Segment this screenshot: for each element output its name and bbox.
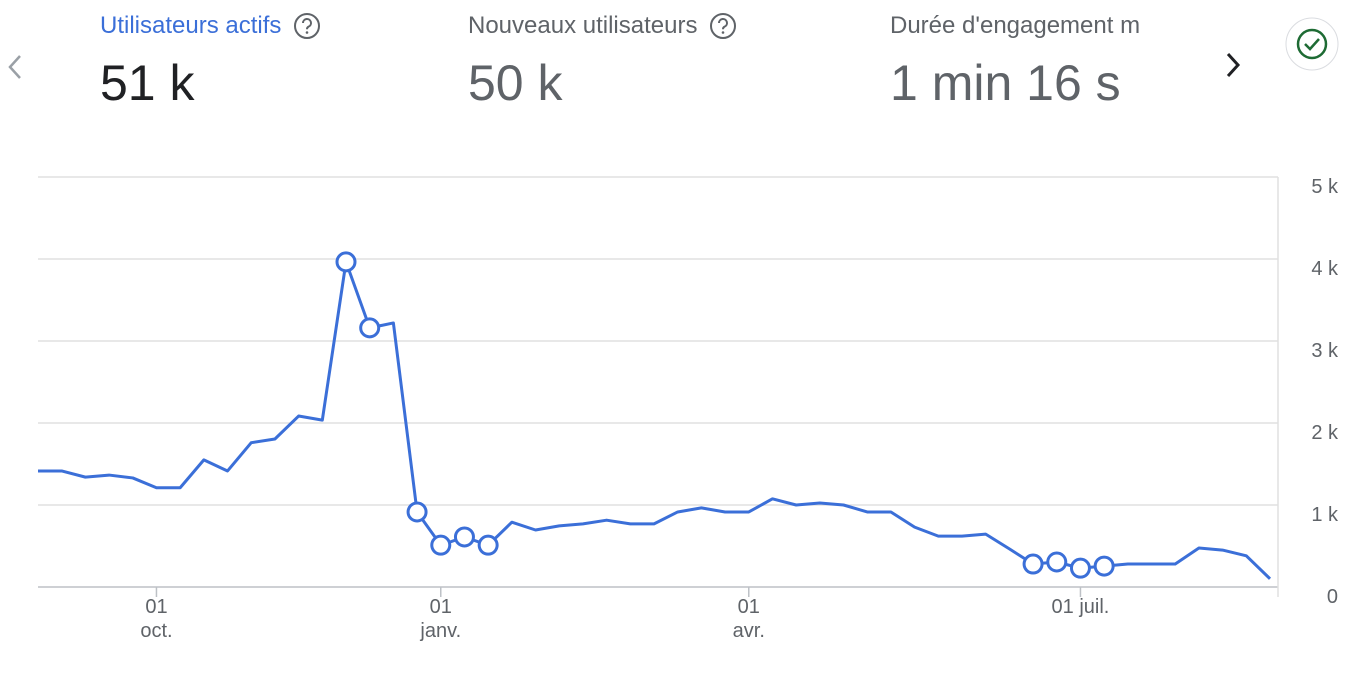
- y-tick-label: 4 k: [1311, 258, 1339, 280]
- prev-arrow[interactable]: [4, 52, 26, 82]
- anomaly-marker: [1069, 557, 1091, 579]
- metric-label-text: Utilisateurs actifs: [100, 12, 282, 39]
- y-tick-label: 3 k: [1311, 340, 1339, 362]
- x-tick-label: 01 juil.: [1051, 596, 1110, 618]
- metric-label-text: Nouveaux utilisateurs: [468, 12, 698, 39]
- y-tick-label: 0: [1327, 586, 1338, 608]
- x-tick-label: 01 avr.: [732, 596, 765, 642]
- metric-label: Nouveaux utilisateurs: [468, 8, 737, 44]
- x-tick-label: 01 janv.: [420, 596, 462, 642]
- y-tick-label: 2 k: [1311, 422, 1339, 444]
- anomaly-marker: [1046, 551, 1068, 573]
- anomaly-marker: [477, 534, 499, 556]
- x-tick-label: 01 oct.: [140, 596, 173, 642]
- help-icon[interactable]: [293, 12, 321, 40]
- anomaly-marker: [359, 317, 381, 339]
- next-arrow[interactable]: [1222, 50, 1244, 80]
- anomaly-marker: [335, 251, 357, 273]
- y-tick-label: 1 k: [1311, 504, 1339, 526]
- metric-value: 51 k: [100, 55, 195, 111]
- metric-label-text: Durée d'engagement m: [890, 12, 1141, 39]
- anomaly-marker: [1093, 555, 1115, 577]
- anomaly-marker: [430, 534, 452, 556]
- help-icon[interactable]: [709, 12, 737, 40]
- y-tick-label: 5 k: [1311, 176, 1339, 198]
- anomaly-marker: [1022, 553, 1044, 575]
- metric[interactable]: Nouveaux utilisateurs 50 k: [468, 8, 737, 112]
- anomaly-marker: [406, 501, 428, 523]
- metric-label: Durée d'engagement m: [890, 8, 1140, 44]
- status-check[interactable]: [1284, 16, 1340, 72]
- metric-value: 50 k: [468, 55, 563, 111]
- line-series: [38, 260, 1272, 580]
- metric-value: 1 min 16 s: [890, 55, 1121, 111]
- metric[interactable]: Durée d'engagement m 1 min 16 s: [890, 8, 1140, 112]
- metric[interactable]: Utilisateurs actifs 51 k: [100, 8, 321, 112]
- metric-label: Utilisateurs actifs: [100, 8, 321, 44]
- anomaly-marker: [453, 526, 475, 548]
